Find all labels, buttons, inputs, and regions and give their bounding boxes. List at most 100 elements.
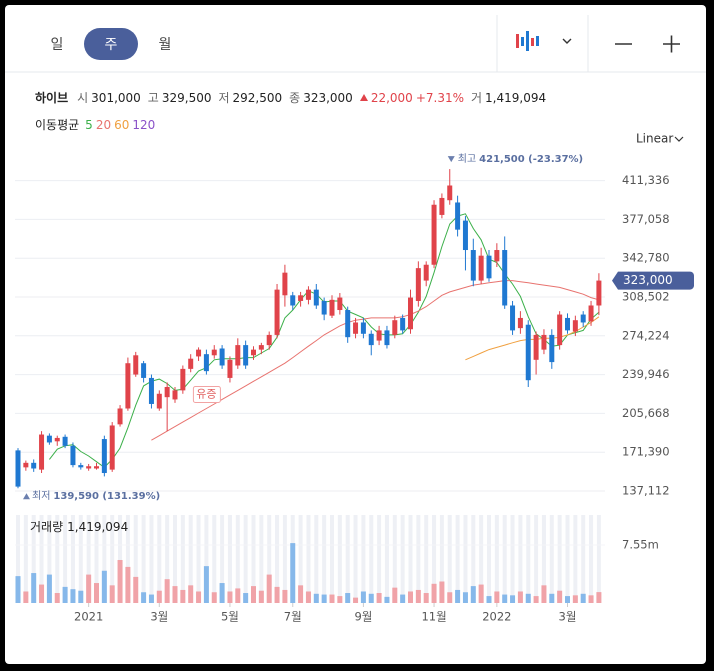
- volume-bar: [235, 588, 241, 603]
- volume-bar: [447, 592, 453, 603]
- field-label: 저: [218, 91, 230, 105]
- candle-body: [313, 289, 319, 306]
- candle-body: [31, 462, 37, 469]
- candle-body: [525, 324, 531, 381]
- y-tick-label: 377,058: [622, 212, 670, 226]
- event-box: [192, 386, 221, 404]
- volume-bar: [243, 593, 249, 603]
- volume-bar: [62, 586, 68, 603]
- candle-body: [251, 349, 256, 356]
- volume-bar: [400, 594, 406, 603]
- volume-bar: [337, 596, 343, 603]
- volume-bar: [211, 592, 217, 603]
- volume-legend-label: 거래량: [30, 520, 63, 534]
- candle-body: [376, 330, 382, 341]
- x-tick-label: 3월: [150, 610, 168, 624]
- ma-legend: 이동평균 5 20 60 120: [35, 116, 155, 133]
- candle-body: [596, 280, 602, 306]
- volume-bar: [353, 597, 359, 603]
- volume-bar: [31, 573, 37, 603]
- candle-body: [156, 393, 162, 409]
- volume-bar: [423, 593, 429, 603]
- volume-bar: [148, 594, 154, 603]
- volume-bar: [266, 574, 272, 603]
- volume-bar: [188, 585, 194, 603]
- frame: Linear 137,112 171,390 205,668 239,946 274,2…: [5, 5, 706, 664]
- volume-bar: [580, 593, 586, 603]
- tab[interactable]: 월: [159, 37, 172, 53]
- candle-body: [533, 334, 539, 360]
- volume-bar: [23, 591, 29, 603]
- volume-bar: [525, 593, 531, 603]
- candle-body: [580, 314, 586, 323]
- price-tag: [612, 271, 694, 290]
- field-value: 301,000: [91, 90, 141, 105]
- volume-bar: [141, 592, 147, 603]
- high-marker: [447, 156, 455, 163]
- volume-bar: [510, 595, 516, 603]
- candle-body: [15, 450, 21, 487]
- candle-body: [46, 435, 52, 443]
- ma-legend-entry: 5: [85, 117, 93, 132]
- candle-body: [517, 317, 523, 329]
- candle-body: [415, 268, 421, 301]
- ma-legend-entry: 60: [114, 117, 130, 132]
- candle-body: [455, 202, 461, 230]
- x-tick-label: 9월: [354, 610, 372, 624]
- volume-bar: [15, 576, 21, 603]
- scale-chevron[interactable]: [674, 136, 684, 142]
- volume-bar: [156, 590, 162, 603]
- volume-bar: [596, 592, 602, 603]
- candle-body: [486, 255, 492, 279]
- candle-body: [227, 359, 233, 378]
- info-row: 하이브 시 301,000 고 329,500 저 292,500 종 323,000 22,00…: [35, 89, 550, 106]
- ma-line: [151, 280, 600, 441]
- candle-body: [431, 204, 437, 265]
- change: 22,000: [370, 90, 413, 105]
- volume-label: 거: [471, 91, 483, 105]
- volume-bar: [392, 587, 398, 603]
- volume-bar: [290, 543, 296, 603]
- volume-legend: 거래량 1,419,094: [30, 520, 128, 534]
- volume-bar: [360, 591, 366, 603]
- candle-body: [141, 363, 147, 378]
- candle-body: [423, 264, 429, 281]
- y-tick-label: 171,390: [622, 445, 670, 459]
- candle-body: [282, 272, 288, 296]
- zoom-in[interactable]: [663, 35, 680, 53]
- candle-body: [188, 358, 194, 369]
- candle-body: [384, 330, 390, 346]
- candle-body: [392, 320, 398, 335]
- volume-bar: [321, 594, 327, 603]
- tab[interactable]: 일: [51, 37, 64, 53]
- y-tick-label: 239,946: [622, 367, 670, 381]
- y-tick-label: 342,780: [622, 251, 670, 265]
- y-tick-label: 411,336: [622, 173, 670, 187]
- field-label: 고: [147, 91, 159, 105]
- candle-body: [298, 295, 304, 301]
- plot: 137,112 171,390 205,668 239,946 274,224 308,5…: [15, 153, 694, 624]
- scale-mode[interactable]: Linear: [636, 132, 673, 146]
- volume-bar: [565, 596, 570, 603]
- candle-body: [290, 295, 296, 306]
- candle-icon[interactable]: [516, 31, 539, 51]
- volume-bar: [46, 574, 52, 603]
- volume-bar: [227, 591, 233, 603]
- y-tick-label: 137,112: [622, 483, 670, 497]
- x-tick-label: 2022: [482, 610, 511, 624]
- candle-body: [94, 466, 99, 469]
- y-tick-label: 274,224: [622, 328, 670, 342]
- volume-bar: [502, 594, 508, 603]
- candle-body: [78, 465, 84, 468]
- candle-body: [353, 322, 359, 334]
- chevron[interactable]: [562, 38, 572, 44]
- tab[interactable]: 주: [105, 37, 118, 53]
- volume-bar: [345, 593, 351, 603]
- candle-body: [39, 434, 45, 470]
- field-value: 329,500: [161, 90, 212, 105]
- candle-body: [133, 355, 139, 375]
- volume-bar: [164, 579, 170, 603]
- candle-body: [70, 445, 76, 466]
- volume-bar: [109, 585, 115, 603]
- candle-body: [360, 322, 366, 334]
